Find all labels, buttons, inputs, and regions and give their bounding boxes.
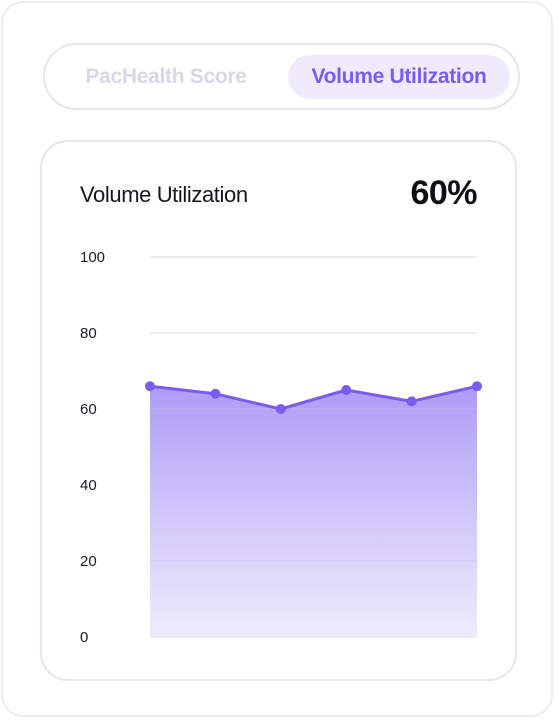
y-tick-label: 0 — [80, 629, 88, 646]
y-tick-label: 20 — [80, 553, 97, 570]
y-tick-label: 40 — [80, 477, 97, 494]
tab-switcher: PacHealth Score Volume Utilization — [43, 43, 520, 110]
series-line — [149, 384, 478, 411]
tab-pachealth-score[interactable]: PacHealth Score — [85, 65, 247, 88]
data-point[interactable] — [275, 404, 286, 414]
data-point[interactable] — [472, 381, 482, 392]
tab-volume-utilization[interactable]: Volume Utilization — [288, 55, 510, 99]
data-point[interactable] — [341, 385, 352, 395]
y-tick-label: 60 — [80, 401, 97, 418]
chart-title: Volume Utilization — [80, 182, 248, 207]
series-area — [150, 386, 477, 637]
y-tick-label: 100 — [80, 249, 105, 266]
data-point[interactable] — [210, 388, 221, 399]
data-point[interactable] — [145, 381, 155, 392]
data-point[interactable] — [406, 396, 417, 407]
y-tick-label: 80 — [80, 325, 97, 342]
utilization-value: 60% — [410, 174, 477, 212]
